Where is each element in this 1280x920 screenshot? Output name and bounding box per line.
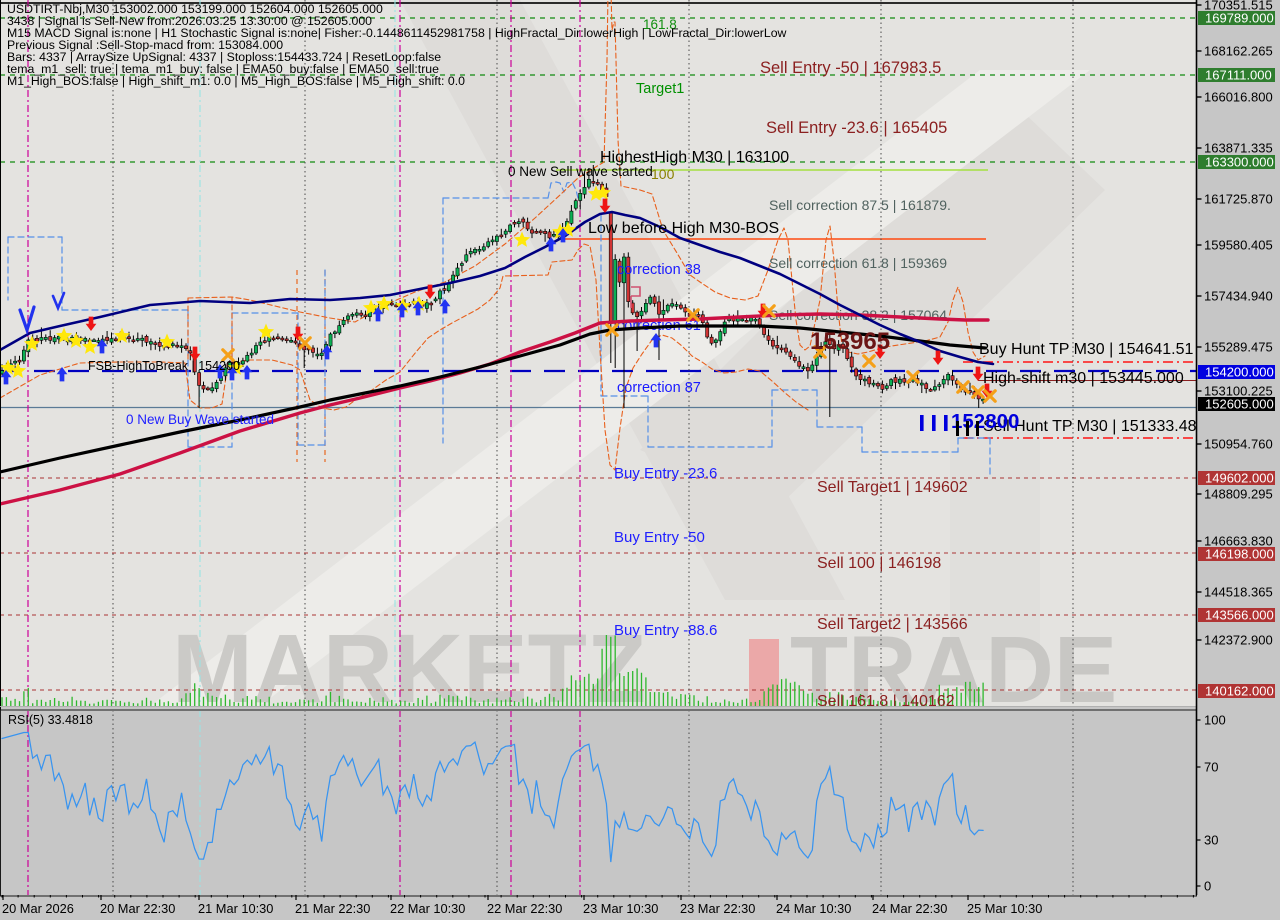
svg-text:Previous Signal :Sell-Stop-mac: Previous Signal :Sell-Stop-macd from: 15… [7,38,283,52]
svg-text:24 Mar 22:30: 24 Mar 22:30 [872,901,947,916]
svg-text:163871.335: 163871.335 [1204,141,1273,156]
svg-text:161725.870: 161725.870 [1204,192,1273,207]
svg-text:Sell correction 61.8 | 159369: Sell correction 61.8 | 159369 [769,255,947,271]
svg-text:correction 38: correction 38 [617,262,701,278]
svg-text:21 Mar 22:30: 21 Mar 22:30 [295,901,370,916]
svg-text:100: 100 [1204,713,1226,728]
svg-text:3438 | Signal is Sell-New from: 3438 | Signal is Sell-New from:2026.03.2… [7,14,372,28]
svg-text:Buy Entry -23.6: Buy Entry -23.6 [614,465,717,482]
svg-text:Sell Hunt TP M30 | 151333.48: Sell Hunt TP M30 | 151333.48 [983,418,1197,435]
svg-text:Sell correction 87.5 | 161879.: Sell correction 87.5 | 161879. [769,197,951,213]
svg-text:TRADE: TRADE [790,617,1117,723]
svg-text:Sell Entry -23.6 | 165405: Sell Entry -23.6 | 165405 [766,119,947,137]
svg-text:20 Mar 2026: 20 Mar 2026 [2,901,74,916]
svg-text:100: 100 [651,166,675,182]
svg-text:161.8: 161.8 [643,17,677,32]
svg-text:Target1: Target1 [636,81,684,97]
svg-text:23 Mar 10:30: 23 Mar 10:30 [583,901,658,916]
svg-text:HighestHigh M30 | 163100: HighestHigh M30 | 163100 [600,149,789,166]
svg-text:Buy Entry -50: Buy Entry -50 [614,529,705,546]
svg-text:170351.515: 170351.515 [1204,0,1273,13]
svg-text:Sell Target1 | 149602: Sell Target1 | 149602 [817,479,968,496]
svg-text:70: 70 [1204,760,1218,775]
svg-text:149602.000: 149602.000 [1205,471,1274,486]
svg-text:150954.760: 150954.760 [1204,437,1273,452]
svg-text:155289.475: 155289.475 [1204,340,1273,355]
svg-text:25 Mar 10:30: 25 Mar 10:30 [967,901,1042,916]
svg-text:143566.000: 143566.000 [1205,608,1274,623]
svg-text:Bars: 4337 | ArraySize UpSigna: Bars: 4337 | ArraySize UpSignal: 4337 | … [7,50,441,64]
svg-text:30: 30 [1204,833,1218,848]
svg-text:22 Mar 10:30: 22 Mar 10:30 [390,901,465,916]
svg-text:166016.800: 166016.800 [1204,90,1273,105]
svg-text:24 Mar 10:30: 24 Mar 10:30 [776,901,851,916]
svg-text:Low before High M30-BOS: Low before High M30-BOS [588,220,779,237]
svg-text:M1_High_BOS:false | High_shift: M1_High_BOS:false | High_shift_m1: 0.0 |… [7,74,465,88]
svg-text:167111.000: 167111.000 [1205,68,1272,83]
svg-text:20 Mar 22:30: 20 Mar 22:30 [100,901,175,916]
svg-text:USDTIRT-Nbj,M30 153002.000 15: USDTIRT-Nbj,M30 153002.000 153199.000 15… [7,2,383,16]
svg-text:142372.900: 142372.900 [1204,633,1273,648]
svg-text:146198.000: 146198.000 [1205,547,1274,562]
svg-text:0: 0 [1204,879,1211,894]
svg-text:tema_m1_sell: true | tema_m1_b: tema_m1_sell: true | tema_m1_buy: false … [7,62,439,76]
svg-text:159580.405: 159580.405 [1204,238,1273,253]
svg-text:144518.365: 144518.365 [1204,585,1273,600]
svg-text:140162.000: 140162.000 [1205,684,1274,699]
svg-text:0 New Sell wave started: 0 New Sell wave started [508,164,653,179]
svg-text:Sell 100 | 146198: Sell 100 | 146198 [817,555,941,572]
svg-text:163300.000: 163300.000 [1205,155,1274,170]
svg-text:Sell Entry -50 | 167983.5: Sell Entry -50 | 167983.5 [760,59,941,77]
svg-text:148809.295: 148809.295 [1204,487,1273,502]
svg-text:0 New Buy Wave started: 0 New Buy Wave started [126,412,274,427]
svg-text:23 Mar 22:30: 23 Mar 22:30 [680,901,755,916]
svg-text:169789.000: 169789.000 [1205,11,1274,26]
svg-text:157434.940: 157434.940 [1204,289,1273,304]
svg-text:146663.830: 146663.830 [1204,534,1273,549]
svg-text:M15 MACD Signal is:none | H1 S: M15 MACD Signal is:none | H1 Stochastic … [7,26,787,40]
svg-text:153965: 153965 [810,328,890,355]
svg-text:152800: 152800 [951,410,1019,433]
svg-text:Sell Target2 | 143566: Sell Target2 | 143566 [817,616,968,633]
svg-text:Sell 161.8 | 140162: Sell 161.8 | 140162 [817,693,955,710]
svg-text:High-shift m30 | 153445.000: High-shift m30 | 153445.000 [983,370,1184,387]
svg-text:152605.000: 152605.000 [1205,397,1274,412]
svg-text:FSB-HighToBreak | 154200: FSB-HighToBreak | 154200 [88,359,240,373]
svg-text:154200.000: 154200.000 [1205,365,1274,380]
svg-text:153100.225: 153100.225 [1204,384,1273,399]
svg-text:Buy Entry -88.6: Buy Entry -88.6 [614,622,717,639]
svg-text:22 Mar 22:30: 22 Mar 22:30 [487,901,562,916]
svg-text:21 Mar 10:30: 21 Mar 10:30 [198,901,273,916]
svg-text:RSI(5) 33.4818: RSI(5) 33.4818 [8,713,93,727]
svg-text:Buy Hunt TP M30 | 154641.51: Buy Hunt TP M30 | 154641.51 [979,341,1193,358]
svg-text:168162.265: 168162.265 [1204,44,1273,59]
svg-text:correction 87: correction 87 [617,380,701,396]
